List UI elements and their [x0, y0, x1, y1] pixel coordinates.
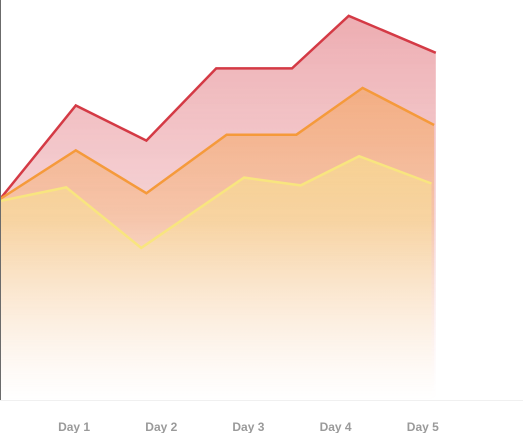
area-layer	[0, 15, 436, 401]
series-1-line	[0, 14, 437, 200]
x-tick-label: Day 4	[320, 420, 352, 433]
series-2-line	[0, 86, 435, 201]
line-layer	[0, 14, 437, 250]
x-tick-label: Day 3	[232, 420, 264, 433]
x-tick-label: Day 1	[58, 420, 90, 433]
series-3-line	[0, 154, 432, 250]
x-axis-ticks: Day 1 Day 2 Day 3 Day 4 Day 5	[58, 420, 439, 433]
x-tick-label: Day 2	[145, 420, 177, 433]
x-tick-label: Day 5	[407, 420, 439, 433]
series-3-area	[0, 156, 432, 400]
